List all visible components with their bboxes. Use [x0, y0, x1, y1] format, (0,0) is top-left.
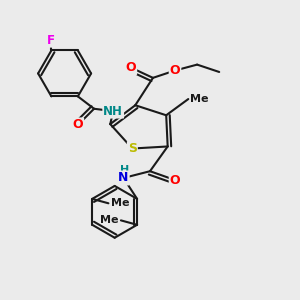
- Text: S: S: [128, 142, 137, 155]
- Text: H: H: [120, 165, 130, 175]
- Text: Me: Me: [190, 94, 208, 104]
- Text: F: F: [47, 34, 56, 47]
- Text: Me: Me: [100, 215, 118, 225]
- Text: N: N: [118, 172, 129, 184]
- Text: O: O: [125, 61, 136, 74]
- Text: O: O: [170, 173, 180, 187]
- Text: NH: NH: [103, 105, 123, 118]
- Text: O: O: [170, 64, 180, 77]
- Text: O: O: [73, 118, 83, 131]
- Text: Me: Me: [111, 198, 129, 208]
